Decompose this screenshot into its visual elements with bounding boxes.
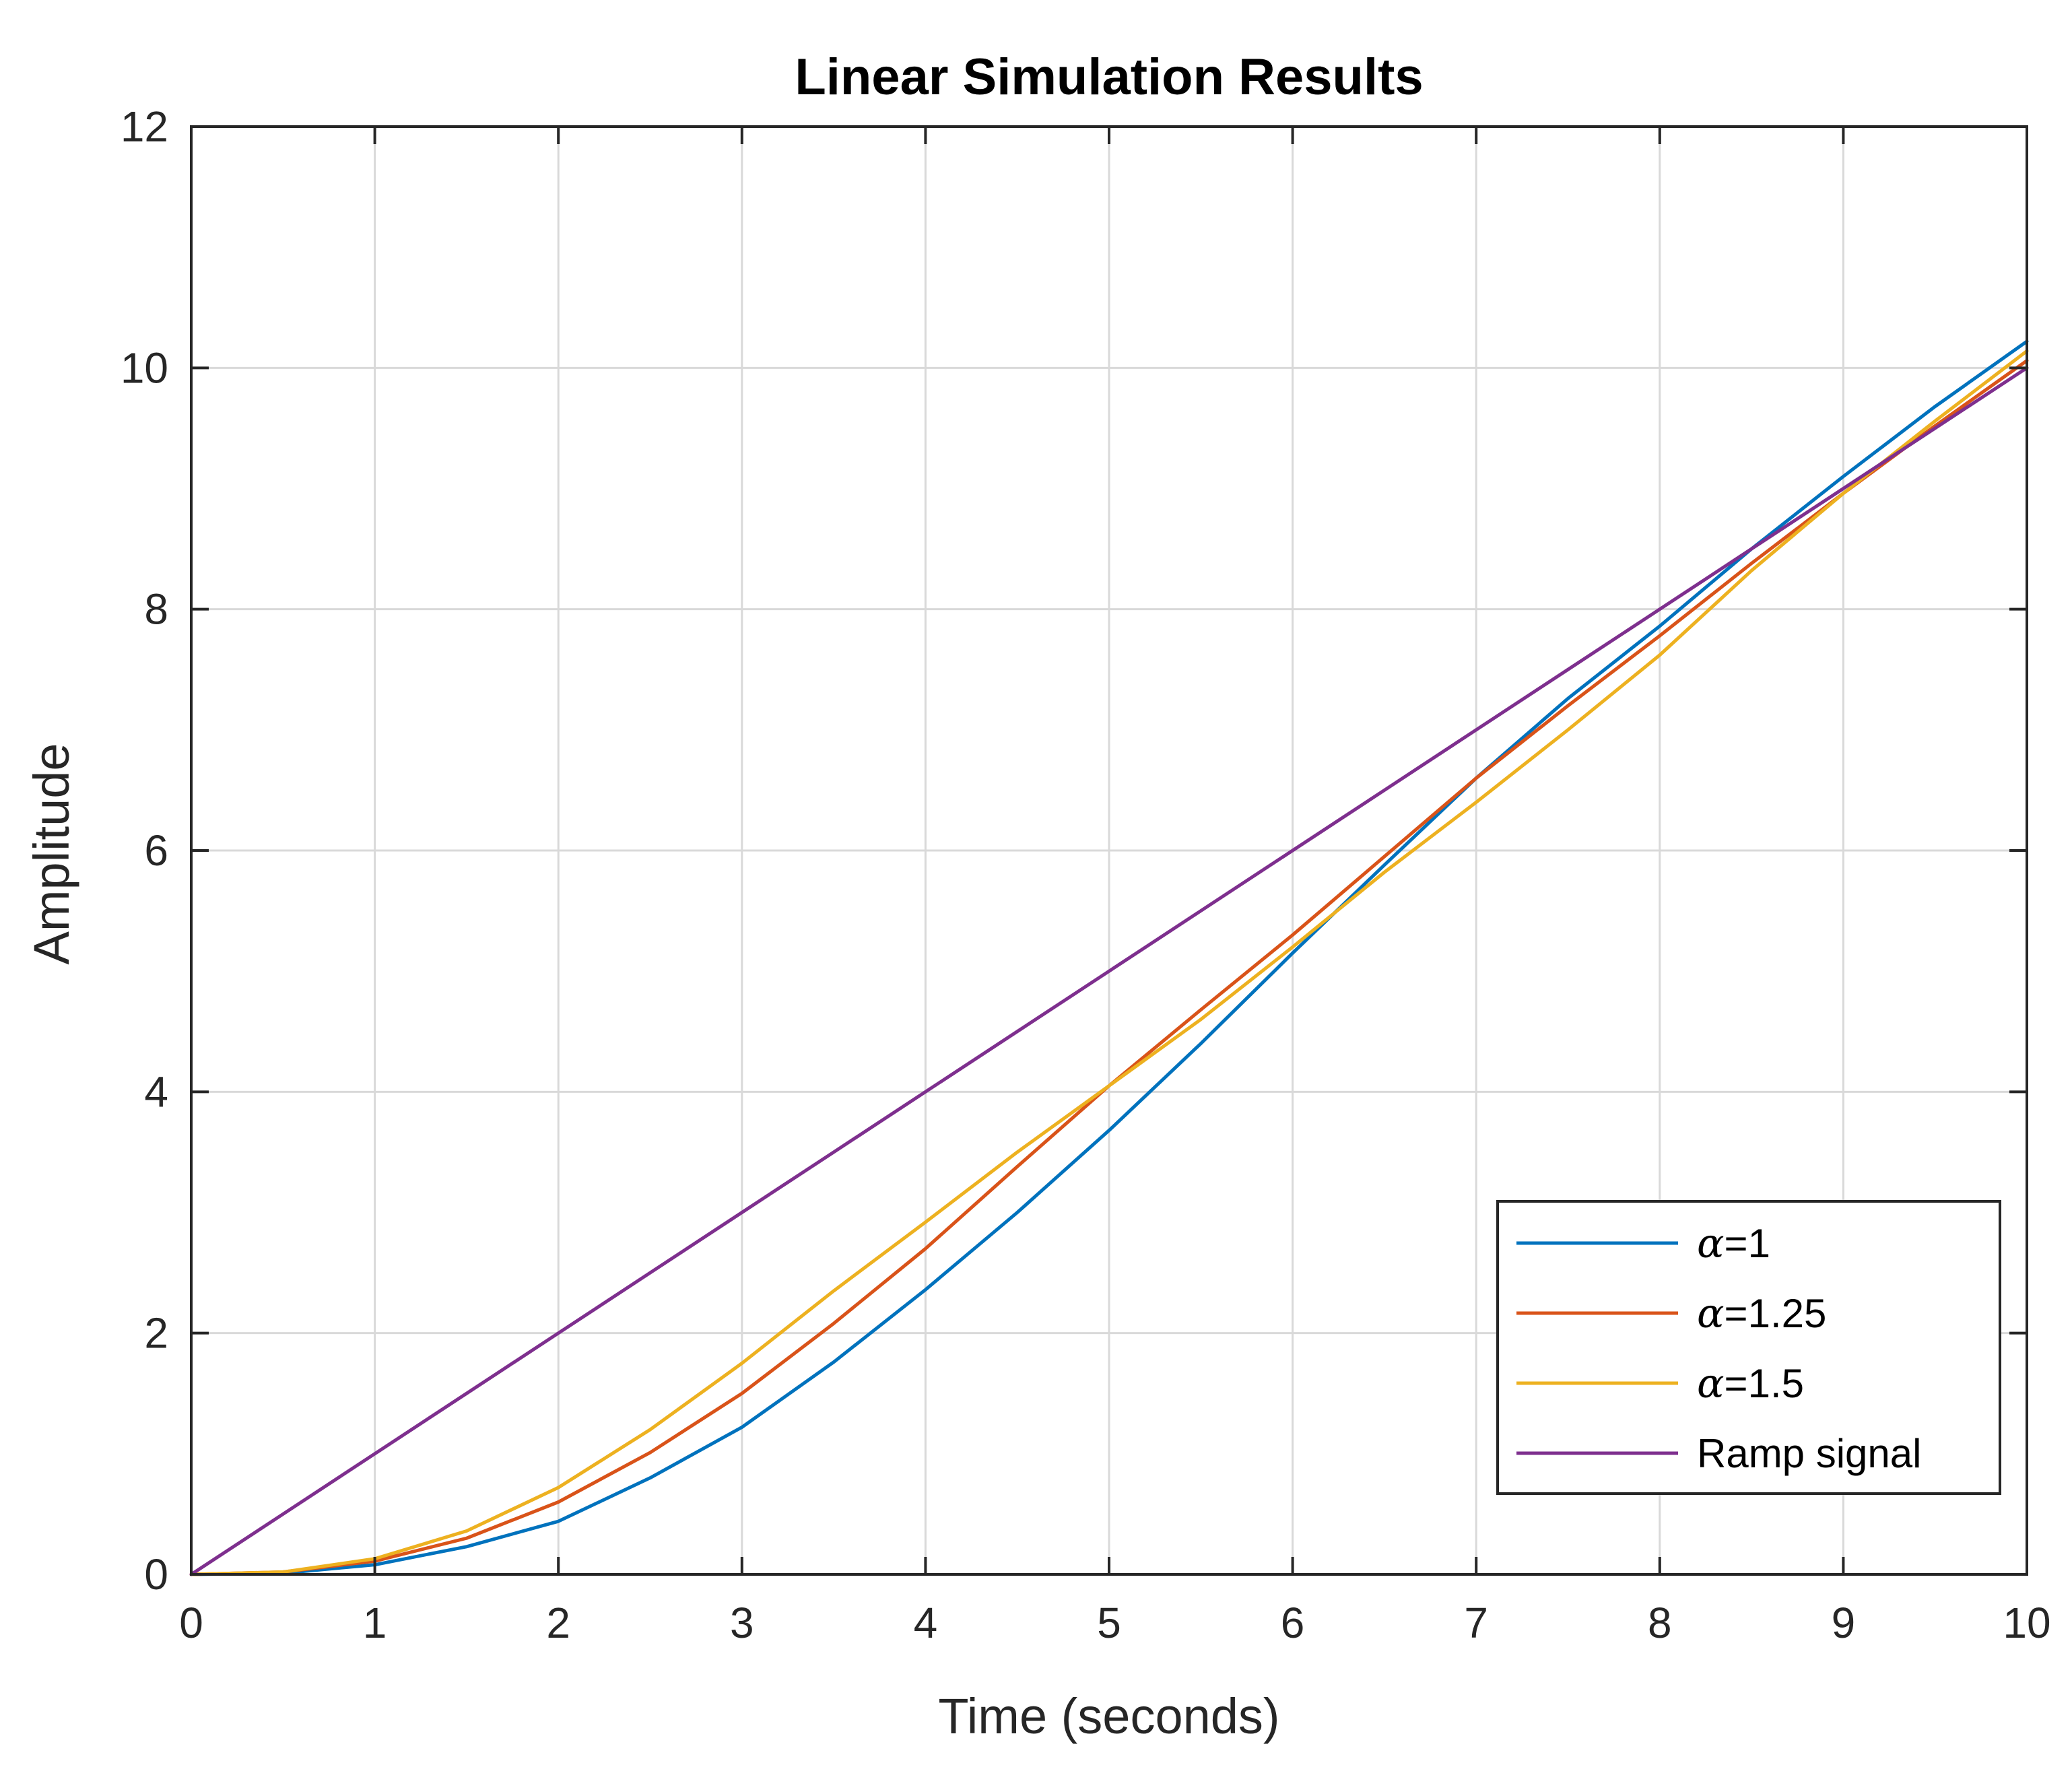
legend-label: Ramp signal bbox=[1697, 1431, 1922, 1476]
legend-value: =1 bbox=[1725, 1221, 1770, 1266]
series-line-3 bbox=[189, 349, 2029, 1576]
y-tick-label: 8 bbox=[144, 585, 168, 634]
legend-value: =1.25 bbox=[1725, 1291, 1827, 1336]
legend-item: α=1.25 bbox=[1516, 1290, 1826, 1337]
legend-item: α=1.5 bbox=[1516, 1360, 1804, 1407]
x-tick-label: 2 bbox=[546, 1599, 570, 1647]
y-tick-label: 0 bbox=[144, 1550, 168, 1599]
legend-label: α=1.5 bbox=[1697, 1360, 1804, 1407]
x-tick-label: 7 bbox=[1464, 1599, 1488, 1647]
alpha-symbol: α bbox=[1697, 1220, 1725, 1267]
x-axis-title: Time (seconds) bbox=[938, 1688, 1279, 1744]
alpha-symbol: α bbox=[1697, 1290, 1725, 1337]
y-tick-label: 12 bbox=[121, 102, 168, 151]
x-tick-label: 0 bbox=[179, 1599, 203, 1647]
x-tick-label: 9 bbox=[1832, 1599, 1856, 1647]
series-line-1 bbox=[189, 339, 2029, 1576]
x-tick-label: 1 bbox=[363, 1599, 387, 1647]
series-line-4 bbox=[189, 366, 2029, 1576]
x-tick-label: 8 bbox=[1648, 1599, 1672, 1647]
tick-marks bbox=[190, 125, 2028, 1576]
chart-title: Linear Simulation Results bbox=[795, 48, 1423, 106]
legend-box bbox=[1496, 1200, 2001, 1495]
legend-value: =1.5 bbox=[1725, 1361, 1804, 1406]
legend-value: Ramp signal bbox=[1697, 1431, 1922, 1476]
y-tick-label: 2 bbox=[144, 1309, 168, 1358]
alpha-symbol: α bbox=[1697, 1360, 1725, 1407]
x-tick-label: 10 bbox=[2003, 1599, 2050, 1647]
y-tick-label: 10 bbox=[121, 343, 168, 392]
legend-label: α=1.25 bbox=[1697, 1290, 1826, 1337]
legend-item: α=1 bbox=[1516, 1220, 1770, 1267]
legend-label: α=1 bbox=[1697, 1220, 1770, 1267]
y-tick-label: 4 bbox=[144, 1067, 168, 1116]
x-tick-label: 4 bbox=[914, 1599, 938, 1647]
x-tick-label: 6 bbox=[1281, 1599, 1305, 1647]
y-axis-title: Amplitude bbox=[24, 743, 79, 964]
x-tick-label: 3 bbox=[730, 1599, 754, 1647]
series-lines bbox=[189, 339, 2029, 1576]
y-tick-label: 6 bbox=[144, 826, 168, 875]
x-tick-label: 5 bbox=[1097, 1599, 1121, 1647]
legend-item: Ramp signal bbox=[1516, 1431, 1922, 1476]
